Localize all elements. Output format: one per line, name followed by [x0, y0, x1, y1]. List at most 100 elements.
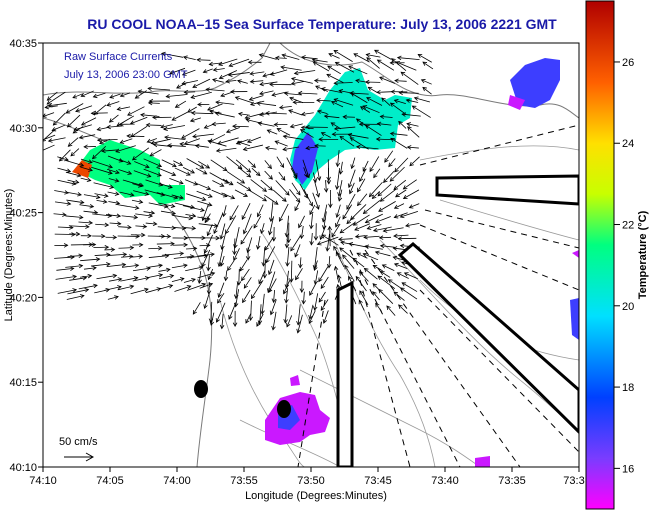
current-vector-head	[398, 90, 403, 95]
current-vector	[198, 160, 210, 169]
current-vector-head	[181, 225, 187, 231]
current-vector	[313, 61, 330, 72]
current-vector	[393, 291, 405, 301]
current-vector-head	[372, 227, 378, 233]
current-vector	[394, 80, 407, 82]
current-vector-head	[192, 134, 197, 139]
current-vector	[174, 285, 191, 292]
current-vector-head	[322, 319, 328, 324]
current-vector	[93, 182, 114, 188]
current-vector	[291, 182, 301, 196]
current-vector	[148, 88, 171, 91]
current-vector	[209, 134, 226, 143]
current-vector-head	[308, 315, 313, 320]
current-vector	[301, 112, 314, 115]
current-vector-head	[145, 122, 151, 128]
current-vector-head	[134, 94, 140, 99]
current-vector	[306, 146, 318, 149]
current-vector-head	[358, 271, 364, 276]
current-vector-head	[110, 247, 116, 252]
current-vector	[301, 225, 304, 239]
current-vector-head	[358, 121, 364, 127]
current-vector-head	[334, 61, 340, 66]
current-vector	[264, 237, 274, 251]
current-vector-head	[213, 229, 218, 235]
current-vector-head	[331, 131, 337, 137]
current-vector-head	[201, 282, 207, 288]
current-vector-head	[313, 266, 318, 271]
current-vector	[282, 54, 300, 60]
current-vector	[402, 113, 421, 117]
current-vector	[130, 116, 148, 125]
scale-label: 50 cm/s	[59, 436, 98, 448]
current-vector-head	[232, 250, 237, 256]
current-vector	[104, 286, 122, 291]
colorbar-ticks: 26 24 22 20 18 16	[614, 57, 634, 475]
current-vector	[164, 136, 186, 141]
current-vector	[209, 172, 229, 184]
current-vector-head	[388, 162, 393, 168]
current-vector-head	[47, 103, 53, 108]
current-vector	[109, 278, 122, 282]
current-vector	[294, 70, 316, 74]
current-vector-head	[64, 190, 69, 195]
current-vector	[149, 149, 162, 157]
current-vector	[118, 247, 134, 249]
current-vector-head	[171, 225, 177, 231]
current-vector-head	[209, 321, 215, 326]
current-vector-head	[172, 163, 177, 168]
current-vector	[374, 49, 392, 60]
current-vector	[403, 189, 420, 199]
current-vector-head	[157, 172, 162, 177]
current-vector	[351, 157, 356, 169]
current-vector-head	[232, 322, 238, 327]
current-vector	[260, 223, 265, 234]
current-vector	[353, 53, 370, 63]
current-vector	[229, 205, 239, 221]
current-vector	[352, 257, 365, 268]
current-vector	[54, 190, 69, 194]
current-vector	[66, 199, 84, 204]
current-vector	[93, 92, 106, 98]
current-vector-head	[246, 186, 252, 191]
current-vector-head	[66, 123, 72, 128]
current-vector-head	[363, 267, 369, 273]
current-vector-head	[163, 203, 169, 209]
current-vector-head	[372, 291, 377, 296]
current-vector-head	[253, 223, 258, 229]
station-marker	[277, 400, 291, 418]
current-vector	[183, 278, 196, 283]
current-vector-head	[80, 121, 86, 126]
current-vector	[344, 265, 355, 282]
current-vector-head	[95, 257, 101, 262]
current-vector-head	[133, 214, 139, 220]
current-vector	[186, 254, 208, 259]
current-vector-head	[338, 237, 343, 242]
current-vector-head	[199, 164, 205, 169]
current-vector-head	[240, 239, 245, 245]
current-vector	[221, 313, 224, 329]
current-vector	[330, 122, 342, 130]
current-vector	[298, 92, 318, 95]
current-vector	[243, 277, 252, 289]
current-vector-head	[393, 233, 398, 239]
current-vector-head	[348, 189, 354, 195]
current-vector-head	[129, 192, 135, 197]
current-vector-head	[362, 209, 368, 215]
current-vector-head	[232, 124, 237, 129]
colorbar-tick-label: 26	[622, 57, 634, 69]
current-vector-head	[236, 140, 242, 146]
current-vector	[321, 234, 339, 246]
current-vector	[159, 285, 173, 290]
current-vector	[243, 213, 252, 234]
current-vector	[250, 179, 267, 192]
current-vector-head	[339, 229, 345, 234]
current-vector-head	[212, 67, 218, 72]
current-vector-head	[99, 140, 104, 145]
current-vector-head	[202, 69, 208, 74]
current-vector	[366, 57, 380, 69]
current-vector	[207, 255, 210, 271]
current-vector	[145, 179, 163, 186]
current-vector-head	[379, 114, 385, 119]
inset-line-2: July 13, 2006 23:00 GMT	[64, 69, 188, 81]
